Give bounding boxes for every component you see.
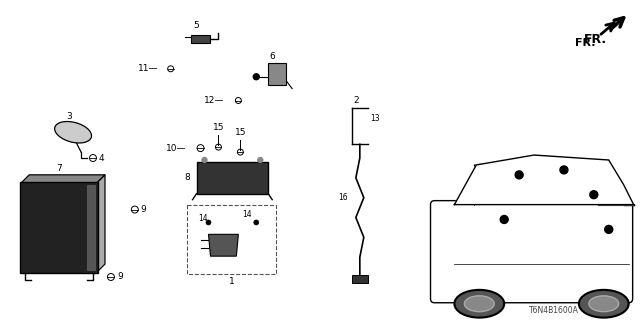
Circle shape <box>258 157 263 163</box>
Bar <box>352 275 368 283</box>
Text: 16: 16 <box>339 193 348 202</box>
Text: 7: 7 <box>56 164 62 173</box>
Text: 2: 2 <box>353 96 358 105</box>
Circle shape <box>202 157 207 163</box>
Text: 12—: 12— <box>204 96 225 105</box>
Text: FR.: FR. <box>584 33 607 46</box>
Bar <box>87 185 95 270</box>
Ellipse shape <box>589 296 619 312</box>
Text: 15: 15 <box>235 128 246 137</box>
Text: 3: 3 <box>66 112 72 121</box>
Circle shape <box>515 171 523 179</box>
Text: 14: 14 <box>243 210 252 219</box>
FancyBboxPatch shape <box>431 201 632 303</box>
Text: FR.: FR. <box>575 38 596 48</box>
Circle shape <box>253 74 259 80</box>
Bar <box>268 63 286 85</box>
Circle shape <box>560 166 568 174</box>
Text: 6: 6 <box>269 52 275 61</box>
Text: 5: 5 <box>194 21 200 30</box>
Text: 9: 9 <box>141 205 147 214</box>
Text: 15: 15 <box>212 123 224 132</box>
Ellipse shape <box>579 290 628 318</box>
Polygon shape <box>454 155 634 204</box>
Circle shape <box>254 220 259 225</box>
Ellipse shape <box>454 290 504 318</box>
Text: 9: 9 <box>117 272 123 282</box>
Text: 8: 8 <box>185 173 191 182</box>
Text: 1: 1 <box>228 277 234 286</box>
Ellipse shape <box>465 296 494 312</box>
Text: 4: 4 <box>99 154 104 163</box>
Text: 11—: 11— <box>138 64 159 73</box>
Ellipse shape <box>54 122 92 143</box>
Circle shape <box>500 215 508 223</box>
Polygon shape <box>21 175 105 183</box>
Circle shape <box>206 220 211 225</box>
Bar <box>187 204 276 274</box>
Text: 10—: 10— <box>166 144 187 153</box>
Circle shape <box>590 191 598 199</box>
Text: 13: 13 <box>370 114 380 123</box>
Bar <box>196 162 268 194</box>
Text: T6N4B1600A: T6N4B1600A <box>529 306 579 315</box>
Text: 14: 14 <box>198 214 208 223</box>
Circle shape <box>605 225 612 233</box>
Bar <box>191 35 211 43</box>
Polygon shape <box>209 234 238 256</box>
FancyBboxPatch shape <box>20 182 98 273</box>
Polygon shape <box>97 175 105 272</box>
